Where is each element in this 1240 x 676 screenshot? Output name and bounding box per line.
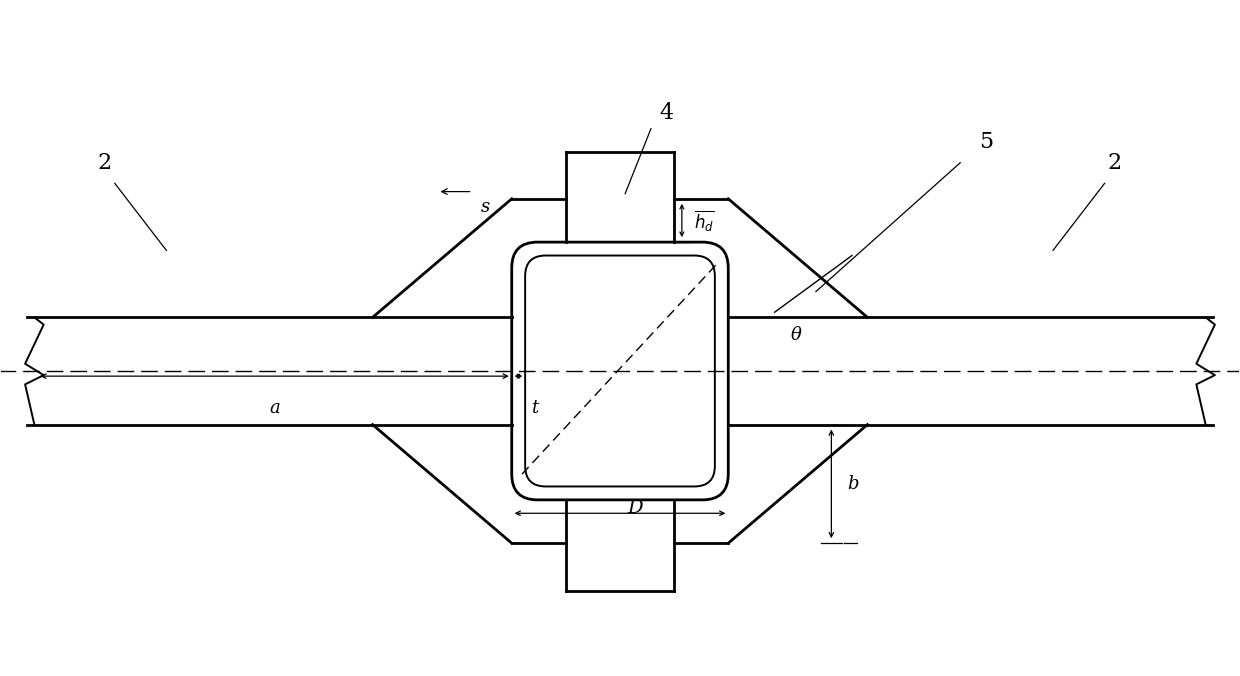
Text: θ: θ: [791, 326, 802, 343]
Text: $\overline{h_d}$: $\overline{h_d}$: [694, 208, 714, 233]
Text: 5: 5: [978, 131, 993, 153]
Text: 2: 2: [98, 151, 112, 174]
Text: s: s: [481, 198, 490, 216]
Text: t: t: [531, 399, 538, 417]
Text: D: D: [627, 499, 644, 517]
Text: a: a: [269, 399, 280, 417]
Text: 2: 2: [1107, 151, 1122, 174]
Text: b: b: [847, 475, 858, 493]
Text: 4: 4: [660, 102, 673, 124]
